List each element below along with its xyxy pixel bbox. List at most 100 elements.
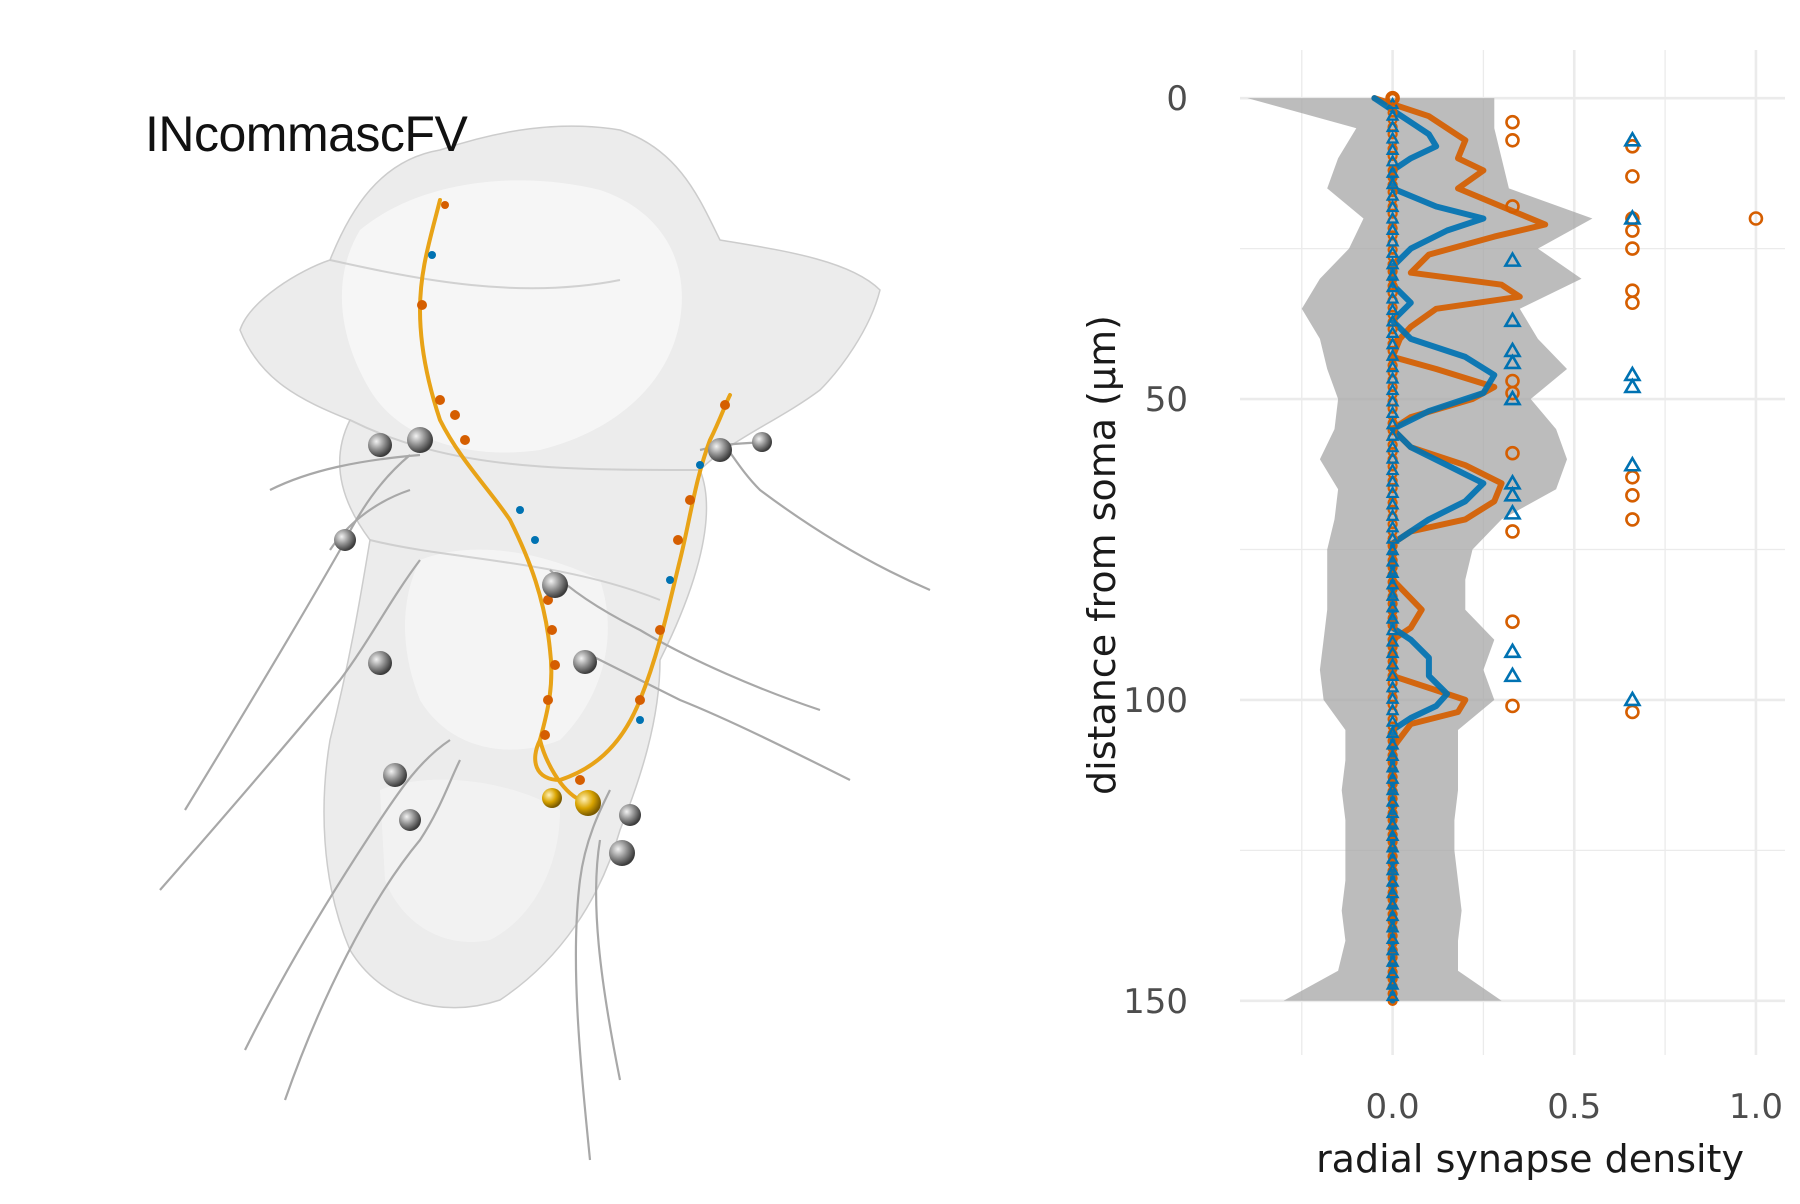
presynaptic-somata [334,427,772,866]
data-point-orange [1505,698,1520,714]
data-point-orange [1505,385,1520,401]
zero-point-blue [1385,645,1400,659]
data-point-blue [1623,455,1642,472]
neuropil-mesh [239,125,881,1009]
data-point-blue [1623,377,1642,394]
zero-point-blue [1385,885,1400,899]
data-point-blue [1503,353,1522,370]
zero-point-blue [1385,828,1400,842]
zero-point-blue [1385,382,1400,396]
y-tick-label: 150 [1123,982,1188,1022]
zero-point-blue [1385,737,1400,750]
zero-point-blue [1385,108,1400,121]
neuron-3d-render [159,125,931,1161]
synapse-markers [417,201,730,785]
x-tick-label: 0.0 [1366,1087,1420,1127]
zero-point-blue [1385,588,1400,601]
data-point-blue [1503,389,1522,406]
zero-point-blue [1385,176,1400,190]
zero-point-blue [1385,417,1400,430]
zero-point-blue [1385,462,1400,476]
data-point-orange [1625,469,1640,485]
data-point-orange [1625,704,1640,720]
data-point-blue [1503,642,1522,659]
data-point-orange [1625,241,1640,256]
zero-point-blue [1385,268,1400,281]
zero-point-blue [1385,908,1400,922]
zero-point-blue [1385,291,1400,304]
zero-point-blue [1385,371,1400,384]
x-tick-label: 0.5 [1547,1087,1601,1127]
data-point-orange [1505,199,1520,214]
zero-point-blue [1385,337,1400,350]
zero-point-blue [1385,794,1400,807]
zero-point-blue [1385,222,1400,236]
zero-point-blue [1385,188,1400,201]
zero-point-blue [1385,348,1400,361]
zero-point-blue [1385,359,1400,373]
zero-point-blue [1385,805,1400,819]
zero-point-blue [1385,634,1400,647]
zero-point-blue [1385,256,1400,270]
zero-point-blue [1385,302,1400,316]
zero-point-blue [1385,577,1400,590]
y-tick-label: 100 [1123,681,1188,721]
neuron-title: INcommascFV [145,106,468,162]
synapse-points [1385,90,1764,1006]
zero-point-blue [1385,325,1400,338]
zero-point-blue [1385,565,1400,579]
data-point-orange [1625,223,1640,238]
zero-point-blue [1385,931,1400,944]
y-tick-label: 0 [1166,79,1188,119]
zero-point-blue [1385,920,1400,933]
data-point-blue [1623,690,1642,707]
x-tick-label: 1.0 [1729,1087,1783,1127]
y-tick-label: 50 [1145,380,1188,420]
zero-point-blue [1385,897,1400,910]
zero-point-blue [1385,668,1400,681]
zero-point-blue [1385,439,1400,453]
zero-point-blue [1385,988,1400,1002]
zero-point-blue [1385,474,1400,487]
zero-point-blue [1385,691,1400,704]
zero-point-blue [1385,542,1400,556]
zero-point-blue [1385,554,1400,567]
data-point-orange [1505,132,1520,148]
data-point-blue [1503,503,1522,520]
zero-point-blue [1385,943,1400,956]
data-point-orange [1505,524,1520,539]
data-point-orange [1625,512,1640,527]
x-axis-title: radial synapse density [1316,1137,1744,1181]
zero-point-blue [1385,748,1400,762]
axis-ticks: 0.0 0.5 1.0 0 50 100 150 [1123,79,1783,1127]
zero-point-blue [1385,657,1400,670]
data-point-orange [1505,445,1520,461]
zero-point-blue [1385,394,1400,407]
data-point-blue [1623,130,1642,147]
data-point-orange [1748,211,1764,226]
zero-point-blue [1385,611,1400,624]
zero-point-blue [1385,314,1400,327]
zero-point-blue [1385,508,1400,521]
data-point-blue [1623,208,1642,225]
data-point-blue [1503,311,1522,328]
zero-point-blue [1385,840,1400,853]
zero-point-blue [1385,131,1400,144]
zero-point-blue [1385,405,1400,418]
zero-point-blue [1385,211,1400,224]
dendrite-skeleton [417,198,732,802]
zero-point-blue [1385,725,1400,739]
zero-point-blue [1385,531,1400,544]
zero-point-blue [1385,428,1400,441]
zero-point-blue [1385,782,1400,796]
zero-point-blue [1385,245,1400,258]
zero-point-blue [1385,874,1400,887]
zero-point-blue [1385,519,1400,533]
data-point-orange [1625,295,1640,311]
data-point-blue [1503,485,1522,502]
zero-point-blue [1385,199,1400,213]
neuron-render-panel: INcommascFV [145,106,931,1161]
zero-point-blue [1385,760,1400,773]
zero-point-blue [1385,165,1400,178]
zero-point-blue [1385,142,1400,155]
